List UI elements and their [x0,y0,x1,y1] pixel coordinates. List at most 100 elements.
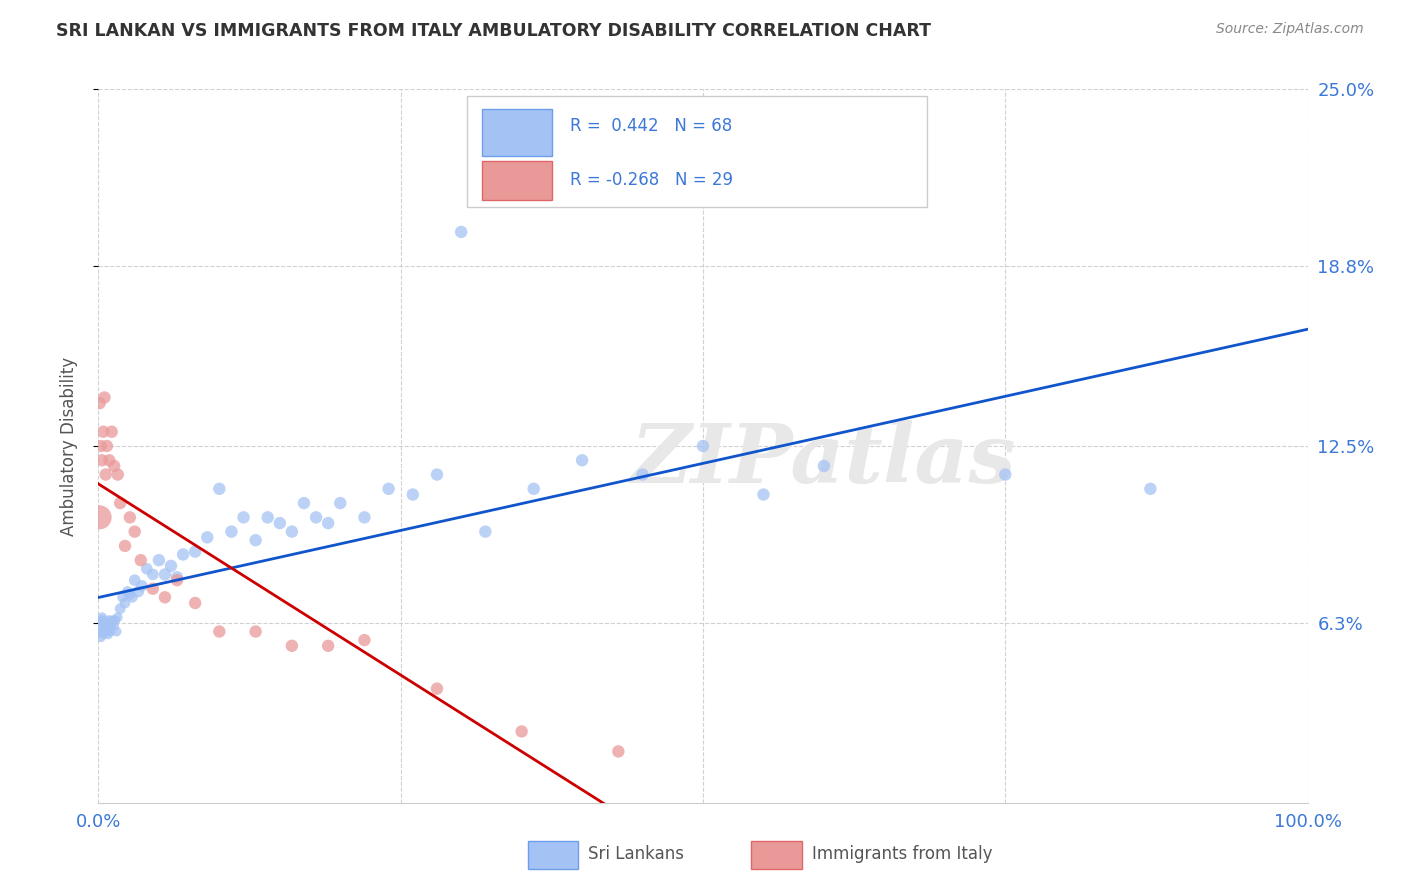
Point [108,601,131,615]
Point [94,615,117,630]
Text: R = -0.268   N = 29: R = -0.268 N = 29 [569,171,733,189]
Text: R =  0.442   N = 68: R = 0.442 N = 68 [569,118,733,136]
Text: Source: ZipAtlas.com: Source: ZipAtlas.com [1216,22,1364,37]
Point [195,530,218,544]
Point [114,596,136,610]
Point [114,539,136,553]
FancyBboxPatch shape [751,840,803,869]
Point [117,584,139,599]
Point [90,439,112,453]
Point [124,524,146,539]
Point [103,458,125,473]
Y-axis label: Ambulatory Disability: Ambulatory Disability [59,357,77,535]
Point [316,516,339,530]
Point [93,619,115,633]
Point [101,613,124,627]
Point [91,624,114,639]
Point [142,567,165,582]
Point [377,482,399,496]
Point [316,639,339,653]
Point [813,458,835,473]
Point [96,439,118,453]
Point [135,562,157,576]
Text: Sri Lankans: Sri Lankans [588,846,685,863]
Point [172,548,194,562]
Point [107,467,129,482]
Point [523,482,546,496]
Point [1139,482,1161,496]
Point [127,584,149,599]
Point [353,510,375,524]
Text: SRI LANKAN VS IMMIGRANTS FROM ITALY AMBULATORY DISABILITY CORRELATION CHART: SRI LANKAN VS IMMIGRANTS FROM ITALY AMBU… [56,22,931,40]
FancyBboxPatch shape [482,161,553,200]
Point [91,610,114,624]
Point [93,391,115,405]
Point [208,482,231,496]
Point [571,453,593,467]
Point [184,596,207,610]
Point [104,613,127,627]
Point [89,396,111,410]
Point [153,567,176,582]
Point [245,533,267,548]
Text: ZIPatlas: ZIPatlas [631,420,1017,500]
Point [97,615,120,630]
Point [98,613,121,627]
Point [100,624,122,639]
Point [153,591,176,605]
Point [148,553,170,567]
Point [129,553,152,567]
Point [692,439,714,453]
Point [91,425,114,439]
Point [105,624,128,639]
Point [118,510,141,524]
Point [281,524,304,539]
FancyBboxPatch shape [527,840,578,869]
Point [93,613,115,627]
Point [91,615,114,630]
Point [166,573,188,587]
Point [89,615,111,630]
Point [97,627,120,641]
Point [90,613,112,627]
Point [281,639,304,653]
Point [474,524,496,539]
Point [96,624,118,639]
Point [450,225,472,239]
Point [108,496,131,510]
Point [245,624,267,639]
Point [91,453,114,467]
Point [111,591,134,605]
Point [103,619,125,633]
Point [269,516,291,530]
Point [353,633,375,648]
Point [107,610,129,624]
Point [208,624,231,639]
Point [426,681,449,696]
Point [98,453,121,467]
Point [124,573,146,587]
Point [121,591,143,605]
Point [160,558,183,573]
Point [426,467,449,482]
Point [89,624,111,639]
Point [221,524,243,539]
Point [292,496,315,510]
Point [100,615,122,630]
Text: Immigrants from Italy: Immigrants from Italy [811,846,993,863]
Point [100,425,122,439]
Point [607,744,630,758]
Point [91,627,114,641]
Point [96,619,118,633]
Point [232,510,254,524]
Point [402,487,425,501]
Point [89,510,111,524]
Point [94,467,117,482]
Point [305,510,328,524]
Point [118,587,141,601]
Point [994,467,1017,482]
Point [100,619,122,633]
Point [142,582,165,596]
Point [131,579,153,593]
Point [256,510,278,524]
